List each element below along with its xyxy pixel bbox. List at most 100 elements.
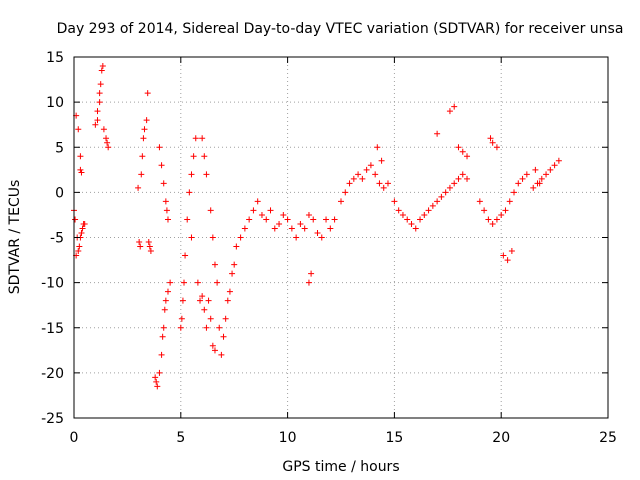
data-point <box>293 234 300 241</box>
data-point <box>476 198 483 205</box>
x-tick-label: 0 <box>70 430 79 446</box>
data-point <box>391 198 398 205</box>
data-point <box>186 189 193 196</box>
data-point <box>159 333 166 340</box>
data-point <box>464 153 471 160</box>
data-point <box>146 243 153 250</box>
data-point <box>75 248 82 255</box>
data-point <box>376 180 383 187</box>
data-point <box>94 117 101 124</box>
data-point <box>203 171 210 178</box>
data-point <box>167 279 174 286</box>
data-point <box>81 220 88 227</box>
data-point <box>224 297 231 304</box>
data-point <box>214 279 221 286</box>
data-point <box>280 211 287 218</box>
data-point <box>105 144 112 151</box>
data-point <box>331 216 338 223</box>
data-point <box>355 171 362 178</box>
data-point <box>506 198 513 205</box>
x-tick-label: 5 <box>176 430 185 446</box>
data-point <box>318 234 325 241</box>
data-point <box>162 297 169 304</box>
data-point <box>158 162 165 169</box>
data-point <box>523 171 530 178</box>
data-point <box>543 171 550 178</box>
data-point <box>493 216 500 223</box>
data-point <box>216 324 223 331</box>
x-axis-label: GPS time / hours <box>282 459 399 475</box>
data-point <box>502 207 509 214</box>
data-point <box>164 288 171 295</box>
data-point <box>160 180 167 187</box>
data-point <box>504 257 511 264</box>
data-point <box>181 279 188 286</box>
data-point <box>141 126 148 133</box>
data-point <box>267 207 274 214</box>
data-point <box>75 126 82 133</box>
x-tick-label: 10 <box>279 430 297 446</box>
data-point <box>156 369 163 376</box>
data-point <box>455 175 462 182</box>
data-point <box>78 229 85 236</box>
y-tick-label: 10 <box>46 95 64 111</box>
data-point <box>305 211 312 218</box>
data-point <box>538 175 545 182</box>
data-point <box>201 306 208 313</box>
data-point <box>489 139 496 146</box>
data-point <box>237 234 244 241</box>
data-point <box>399 211 406 218</box>
data-point <box>241 225 248 232</box>
data-point <box>500 252 507 259</box>
data-point <box>207 207 214 214</box>
data-point <box>209 234 216 241</box>
data-point <box>161 306 168 313</box>
data-point <box>143 117 150 124</box>
data-point <box>231 261 238 268</box>
data-point <box>372 171 379 178</box>
data-point <box>188 234 195 241</box>
y-axis-label: SDTVAR / TECUs <box>7 180 23 295</box>
data-point <box>233 243 240 250</box>
y-tick-label: -5 <box>50 231 64 247</box>
data-points <box>71 63 562 390</box>
data-point <box>207 315 214 322</box>
data-point <box>162 198 169 205</box>
data-point <box>192 135 199 142</box>
data-point <box>250 207 257 214</box>
y-tick-label: -15 <box>41 321 64 337</box>
data-point <box>182 252 189 259</box>
data-point <box>359 175 366 182</box>
data-point <box>72 216 79 223</box>
data-point <box>137 243 144 250</box>
data-point <box>163 207 170 214</box>
data-point <box>429 202 436 209</box>
data-point <box>220 333 227 340</box>
data-point <box>99 63 106 70</box>
data-point <box>152 374 159 381</box>
data-point <box>226 288 233 295</box>
data-point <box>459 171 466 178</box>
data-point <box>136 239 143 246</box>
data-point <box>421 211 428 218</box>
data-point <box>177 324 184 331</box>
data-point <box>434 198 441 205</box>
data-point <box>412 225 419 232</box>
data-point <box>323 216 330 223</box>
data-point <box>442 189 449 196</box>
data-point <box>194 279 201 286</box>
axis-ticks: 0 5 10 15 20 25 -25 -20 -15 -10 -5 0 5 10 15 <box>41 50 617 446</box>
data-point <box>346 180 353 187</box>
data-point <box>301 225 308 232</box>
data-point <box>98 67 105 74</box>
data-point <box>197 297 204 304</box>
data-point <box>408 220 415 227</box>
data-point <box>156 144 163 151</box>
data-point <box>297 220 304 227</box>
data-point <box>96 90 103 97</box>
data-point <box>547 166 554 173</box>
data-point <box>551 162 558 169</box>
data-point <box>395 207 402 214</box>
data-point <box>305 279 312 286</box>
